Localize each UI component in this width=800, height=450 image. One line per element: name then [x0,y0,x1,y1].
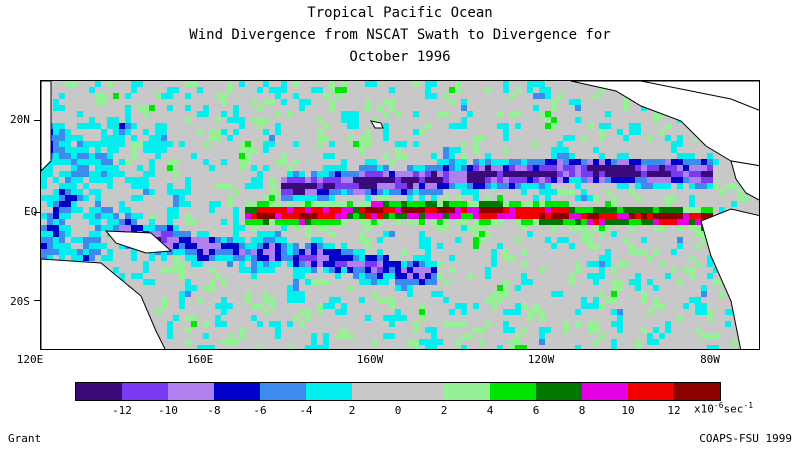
colorbar-tick-label: 12 [667,404,681,417]
colorbar-swatch [306,383,352,400]
lon-label-120w: 120W [527,353,555,366]
north-america-land [570,81,759,167]
new-guinea-land [104,230,173,254]
lon-label-160w: 160W [356,353,384,366]
lon-label-80w: 80W [700,353,720,366]
colorbar-tick-label: -8 [207,404,221,417]
lat-tick-20s [34,300,40,301]
colorbar-tick-label: -6 [253,404,267,417]
colorbar-swatch [582,383,628,400]
colorbar-swatch [352,383,398,400]
title-line-3: October 1996 [349,49,451,65]
divergence-map [40,80,760,350]
colorbar-swatch [628,383,674,400]
title-line-2: Wind Divergence from NSCAT Swath to Dive… [189,27,611,43]
colorbar-swatch [536,383,582,400]
author-label: Grant [8,432,42,445]
colorbar-tick-label: 2 [348,404,356,417]
divergence-field [41,81,759,349]
caribbean-land [640,81,759,111]
asia-land [41,81,52,172]
colorbar-tick-label: 10 [621,404,635,417]
colorbar-swatch [122,383,168,400]
colorbar-swatch [398,383,444,400]
lon-label-160e: 160E [186,353,214,366]
colorbar-swatch [260,383,306,400]
colorbar-tick-label: 2 [440,404,448,417]
colorbar-tick-label: 0 [394,404,402,417]
colorbar-tick-label: 6 [532,404,540,417]
colorbar-swatch [444,383,490,400]
colorbar-tick-label: 4 [486,404,494,417]
units-exponent: -6 [713,401,724,410]
colorbar-tick-label: -4 [299,404,313,417]
australia-land [41,258,166,349]
lat-label-20s: 20S [10,295,30,308]
lat-label-eq: EQ [24,205,38,218]
lat-label-20n: 20N [10,113,30,126]
hawaii-land [370,120,384,129]
colorbar-swatch [214,383,260,400]
colorbar [75,382,721,401]
colorbar-swatch [76,383,122,400]
credit-label: COAPS-FSU 1999 [699,432,792,445]
colorbar-units: x10-6sec-1 [694,401,753,416]
colorbar-swatch [168,383,214,400]
south-america-land [700,208,759,349]
field-cells [41,81,759,349]
lon-label-120e: 120E [16,353,44,366]
colorbar-tick-label: -10 [158,404,178,417]
lat-tick-eq [34,212,40,213]
colorbar-tick-label: -12 [112,404,132,417]
lat-tick-20n [34,120,40,121]
units-suffix-exponent: -1 [743,401,754,410]
units-prefix: x10 [694,402,714,416]
units-suffix: sec [723,402,744,416]
central-america-land [730,160,759,201]
colorbar-swatch [490,383,536,400]
colorbar-tick-label: 8 [578,404,586,417]
title-line-1: Tropical Pacific Ocean [307,5,493,21]
colorbar-swatch [674,383,720,400]
